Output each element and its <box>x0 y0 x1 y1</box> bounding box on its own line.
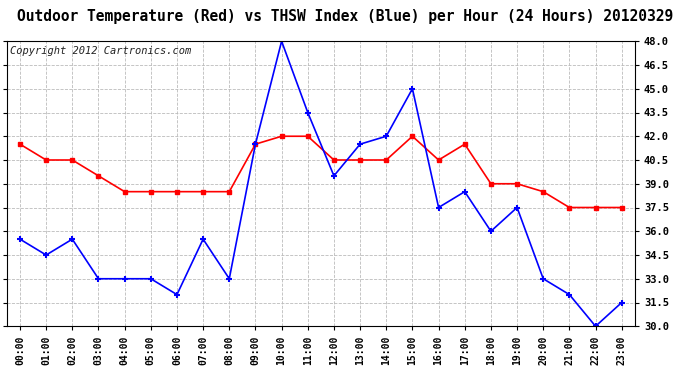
Text: Outdoor Temperature (Red) vs THSW Index (Blue) per Hour (24 Hours) 20120329: Outdoor Temperature (Red) vs THSW Index … <box>17 9 673 24</box>
Text: Copyright 2012 Cartronics.com: Copyright 2012 Cartronics.com <box>10 45 191 56</box>
